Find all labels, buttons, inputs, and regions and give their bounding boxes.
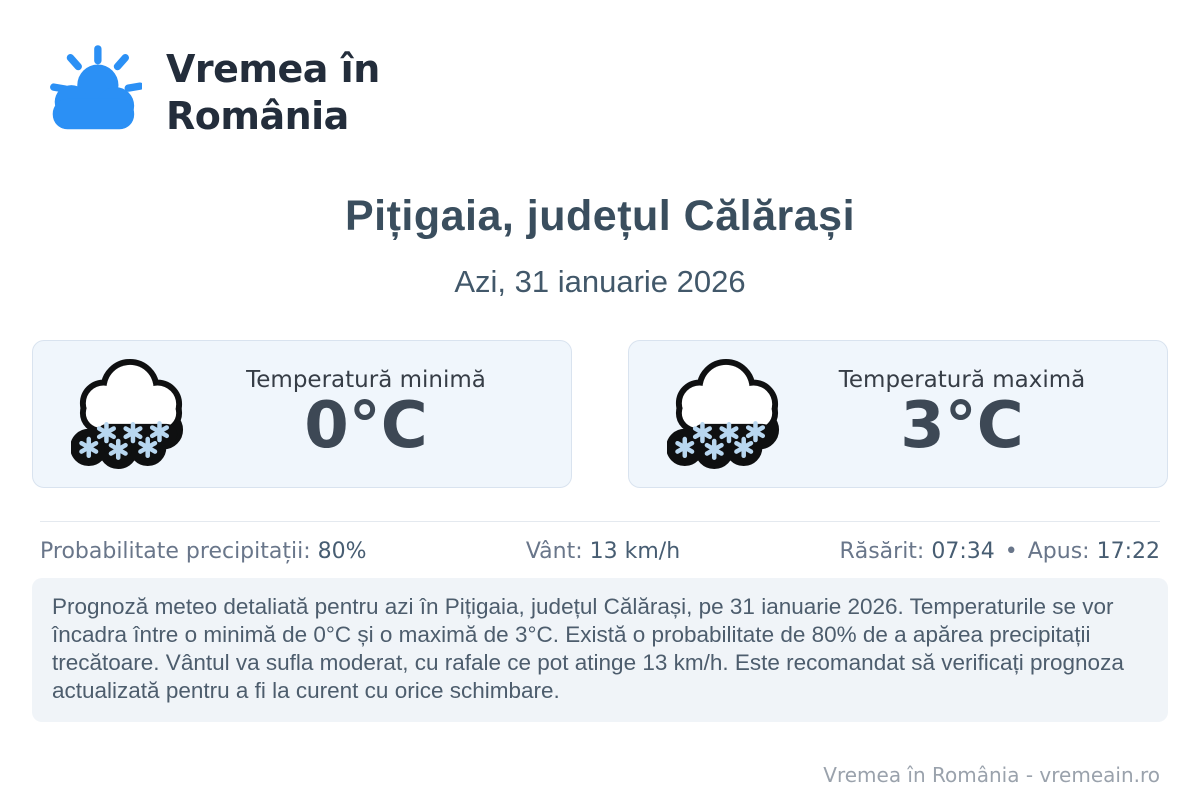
wind-stat: Vânt: 13 km/h [526, 539, 680, 564]
wind-value: 13 km/h [589, 539, 681, 564]
footer-credit: Vremea în România - vremeain.ro [823, 763, 1160, 787]
forecast-description: Prognoză meteo detaliată pentru azi în P… [32, 578, 1168, 722]
max-temp-card: Temperatură maximă 3°C [628, 340, 1168, 488]
min-temp-label: Temperatură minimă [246, 367, 486, 394]
sunset-label: Apus: [1027, 539, 1090, 564]
precipitation-label: Probabilitate precipitații: [40, 539, 311, 564]
temperature-cards: Temperatură minimă 0°C Temperatură maxim… [32, 340, 1168, 488]
site-name-line2: România [166, 94, 349, 138]
snow-cloud-icon [71, 359, 191, 469]
date-subtitle: Azi, 31 ianuarie 2026 [454, 264, 746, 299]
site-logo[interactable]: Vremea în România [40, 42, 380, 144]
wind-label: Vânt: [525, 539, 583, 564]
sun-times-stat: Răsărit: 07:34 • Apus: 17:22 [839, 539, 1160, 564]
snow-cloud-icon [667, 359, 787, 469]
page-title: Pițigaia, județul Călărași [344, 192, 856, 240]
precipitation-stat: Probabilitate precipitații: 80% [40, 539, 367, 564]
sunrise-value: 07:34 [931, 539, 995, 564]
site-name: Vremea în România [166, 46, 380, 140]
min-temp-card: Temperatură minimă 0°C [32, 340, 572, 488]
max-temp-label: Temperatură maximă [838, 367, 1086, 394]
min-temp-value: 0°C [304, 389, 428, 464]
site-name-line1: Vremea în [166, 47, 380, 91]
sunrise-label: Răsărit: [839, 539, 925, 564]
dot-separator: • [1004, 539, 1018, 564]
max-temp-value: 3°C [900, 389, 1024, 464]
precipitation-value: 80% [317, 539, 367, 564]
sunset-value: 17:22 [1096, 539, 1160, 564]
stats-row: Probabilitate precipitații: 80% Vânt: 13 k… [40, 521, 1160, 564]
sun-cloud-logo-icon [50, 45, 142, 130]
